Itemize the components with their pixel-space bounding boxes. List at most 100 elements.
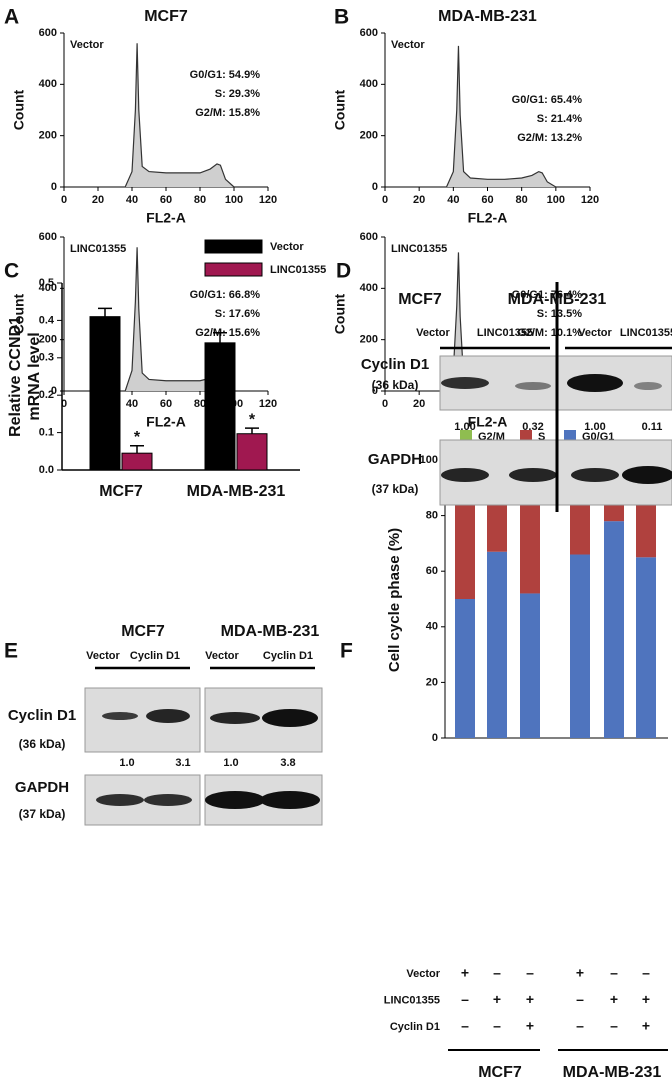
bar-segment <box>455 501 475 599</box>
panel-label: C <box>4 260 19 283</box>
band-ratio: 0.32 <box>522 421 543 433</box>
bar-segment <box>570 490 590 555</box>
blot-band <box>262 709 318 727</box>
y-axis-label: Count <box>332 89 348 130</box>
bar <box>121 452 153 471</box>
legend-label: LINC01355 <box>270 264 326 276</box>
condition-sign: + <box>642 991 650 1007</box>
x-tick-label: 100 <box>225 194 243 206</box>
condition-sign: – <box>493 1018 501 1034</box>
bar-segment <box>520 593 540 738</box>
bar-segment <box>604 521 624 738</box>
group-label: MCF7 <box>478 1064 522 1081</box>
lane-label: LINC01355 <box>620 327 672 339</box>
y-tick-label: 600 <box>360 231 378 243</box>
y-tick-label: 0.5 <box>39 277 54 289</box>
y-axis-label: Count <box>11 293 27 334</box>
y-tick-label: 0 <box>372 385 378 397</box>
x-tick-label: 100 <box>547 194 565 206</box>
blot-band <box>634 382 662 390</box>
bar <box>89 316 121 471</box>
x-tick-label: 40 <box>126 398 138 410</box>
group-label: MDA-MB-231 <box>508 291 607 308</box>
row-label: GAPDH <box>15 779 69 796</box>
band-ratio: 3.1 <box>175 757 190 769</box>
y-tick-label: 200 <box>360 334 378 346</box>
annotation: S: 13.5% <box>537 308 582 320</box>
x-tick-label: MCF7 <box>99 483 143 500</box>
y-tick-label: 0.3 <box>39 352 54 364</box>
annotation: S: 29.3% <box>215 88 260 100</box>
row-size: (37 kDa) <box>19 807 66 821</box>
x-axis-label: FL2-A <box>146 414 186 430</box>
x-tick-label: 40 <box>447 194 459 206</box>
lane-label: Vector <box>578 327 612 339</box>
blot-band <box>210 712 260 724</box>
annotation: * <box>134 429 141 446</box>
condition-sign: + <box>526 991 534 1007</box>
blot-band <box>509 468 557 482</box>
annotation: LINC01355 <box>391 243 447 255</box>
lane-label: Vector <box>86 650 120 662</box>
y-tick-label: 600 <box>39 27 57 39</box>
annotation: * <box>249 411 256 428</box>
x-tick-label: MDA-MB-231 <box>187 483 286 500</box>
lane-label: Cyclin D1 <box>263 650 313 662</box>
condition-sign: + <box>461 965 469 981</box>
x-tick-label: 80 <box>194 194 206 206</box>
blot-band <box>622 466 672 484</box>
x-tick-label: 120 <box>259 194 277 206</box>
annotation: G0/G1: 54.9% <box>190 69 261 81</box>
condition-sign: – <box>610 1018 618 1034</box>
band-ratio: 1.0 <box>223 757 238 769</box>
y-tick-label: 400 <box>39 78 57 90</box>
bar-segment <box>487 504 507 552</box>
annotation: G0/G1: 76.4% <box>512 289 583 301</box>
y-tick-label: 400 <box>39 282 57 294</box>
blot-band <box>567 374 623 392</box>
x-tick-label: 60 <box>160 194 172 206</box>
y-tick-label: 0 <box>372 181 378 193</box>
error-bar <box>98 307 112 317</box>
bar <box>236 433 268 471</box>
condition-sign: – <box>461 991 469 1007</box>
bar-segment <box>455 599 475 738</box>
condition-sign: – <box>610 965 618 981</box>
panel-label: A <box>4 6 19 29</box>
x-tick-label: 20 <box>92 194 104 206</box>
y-axis-label: Relative CCND1 <box>7 316 24 437</box>
annotation: G0/G1: 66.8% <box>190 289 261 301</box>
blot-band <box>102 712 138 720</box>
group-label: MDA-MB-231 <box>563 1064 662 1081</box>
condition-sign: – <box>642 965 650 981</box>
condition-sign: + <box>576 965 584 981</box>
blot-band <box>144 794 192 806</box>
annotation: S: 21.4% <box>537 113 582 125</box>
condition-sign: + <box>526 1018 534 1034</box>
lane-label: LINC01355 <box>477 327 533 339</box>
condition-label: Cyclin D1 <box>390 1021 440 1033</box>
x-axis-label: FL2-A <box>146 210 186 226</box>
row-size: (36 kDa) <box>19 737 66 751</box>
panel-label: B <box>334 6 349 29</box>
y-tick-label: 20 <box>426 676 438 688</box>
annotation: G2/M: 15.8% <box>195 107 260 119</box>
row-label: GAPDH <box>368 451 422 468</box>
y-tick-label: 200 <box>360 130 378 142</box>
x-axis-label: FL2-A <box>468 210 508 226</box>
annotation: G2/M: 10.1% <box>517 327 582 339</box>
legend-swatch <box>204 239 263 254</box>
y-tick-label: 40 <box>426 621 438 633</box>
annotation: S: 17.6% <box>215 308 260 320</box>
group-label: MCF7 <box>121 623 165 640</box>
blot-band <box>96 794 144 806</box>
x-tick-label: 0 <box>61 194 67 206</box>
y-tick-label: 600 <box>39 231 57 243</box>
panel-label: F <box>340 640 353 663</box>
y-axis-label: Cell cycle phase (%) <box>386 528 403 672</box>
y-tick-label: 80 <box>426 510 438 522</box>
bar-segment <box>520 501 540 594</box>
panel-label: D <box>336 260 351 283</box>
y-tick-label: 0.0 <box>39 464 54 476</box>
legend-swatch <box>564 430 576 442</box>
